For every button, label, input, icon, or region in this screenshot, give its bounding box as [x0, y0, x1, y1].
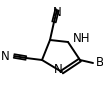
Text: N: N [1, 49, 10, 62]
Text: N: N [53, 6, 61, 19]
Text: NH: NH [73, 32, 91, 45]
Text: N: N [54, 63, 62, 76]
Text: Br: Br [96, 56, 103, 70]
